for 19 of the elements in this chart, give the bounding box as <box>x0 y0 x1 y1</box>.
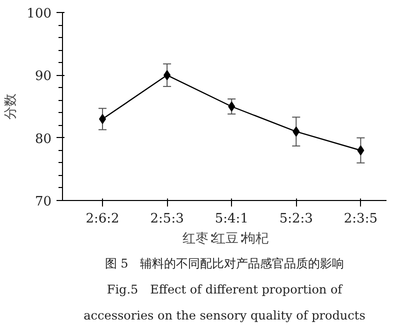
point <box>228 102 236 112</box>
point <box>357 145 364 156</box>
point <box>164 70 171 80</box>
x-tick-label: 5:4:1 <box>214 212 248 226</box>
y-tick-label: 90 <box>34 69 52 84</box>
x-tick-label: 5:2:3 <box>279 212 313 226</box>
text: accessories on the sensory quality of products <box>84 308 366 322</box>
y-axis-title: 分数 <box>4 94 19 120</box>
x-axis-title: 红枣∶红豆∶枸杞 <box>182 232 268 246</box>
y-tick-label: 70 <box>34 194 52 210</box>
y-tick-label: 80 <box>34 132 52 147</box>
caption: 图 5 辅料的不同配比对产品感官品质的影响 <box>104 256 344 270</box>
x-tick-label: 2:5:3 <box>150 212 184 226</box>
y-tick-label: 100 <box>26 6 52 22</box>
point <box>292 126 300 137</box>
point <box>99 114 106 124</box>
x-tick-label: 2:3:5 <box>344 212 378 226</box>
caption: Fig.5 Effect of different proportion of <box>106 282 344 296</box>
x-tick-label: 2:6:2 <box>86 212 120 226</box>
